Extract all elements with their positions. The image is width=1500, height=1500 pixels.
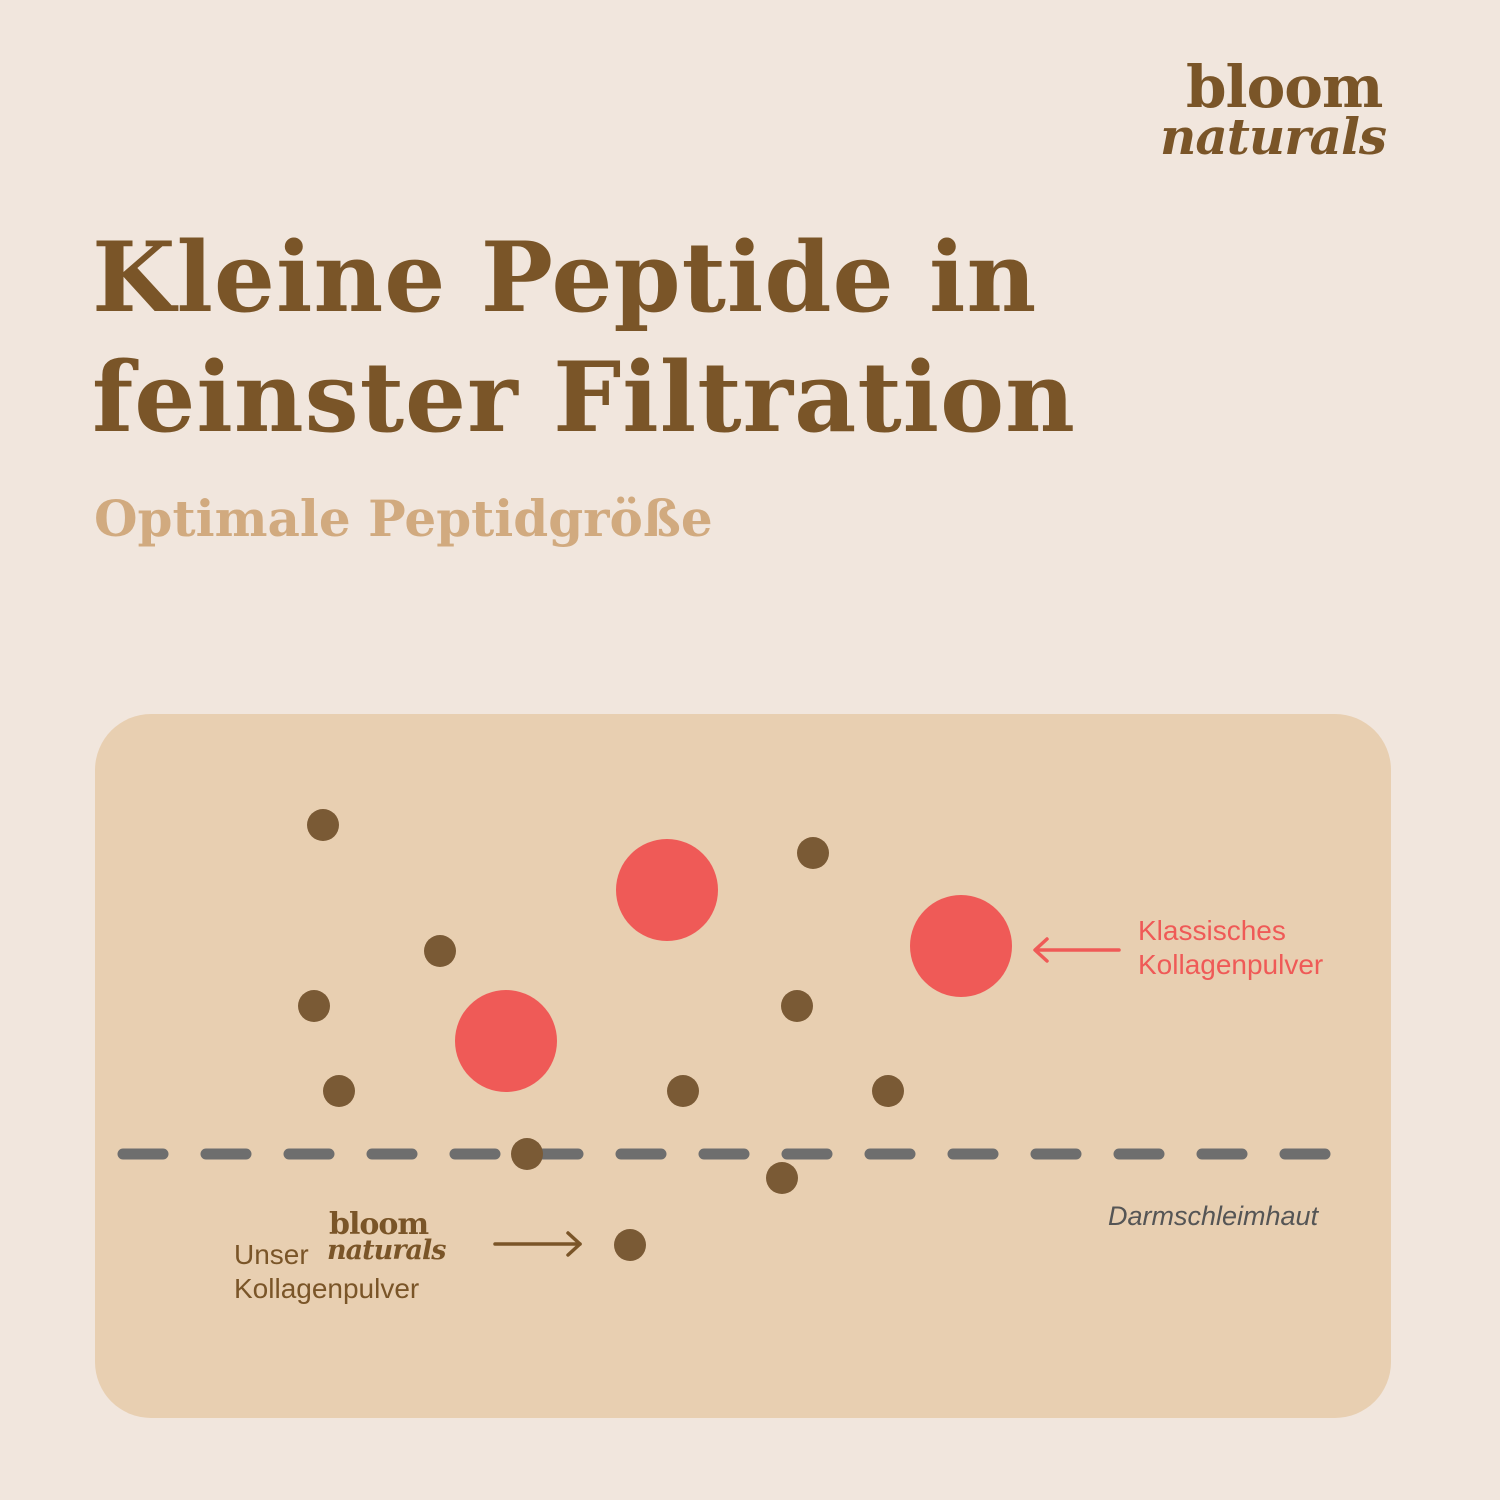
page-title-line2: feinster Filtration	[92, 341, 1076, 454]
brand-logo-line2: naturals	[1160, 107, 1387, 166]
label-classic-line2: Kollagenpulver	[1138, 949, 1324, 980]
label-ours-line1: Unser	[234, 1239, 309, 1270]
label-membrane: Darmschleimhaut	[1108, 1201, 1319, 1231]
small-peptide	[511, 1138, 543, 1170]
arrow-ours	[493, 1231, 582, 1257]
small-peptide	[614, 1229, 646, 1261]
large-peptide	[616, 839, 718, 941]
large-peptide	[455, 990, 557, 1092]
page-subtitle: Optimale Peptidgröße	[94, 489, 713, 548]
large-peptide	[910, 895, 1012, 997]
arrow-classic	[1033, 937, 1121, 963]
brand-logo-small: bloom naturals	[327, 1207, 467, 1266]
label-classic-line1: Klassisches	[1138, 915, 1286, 946]
label-our-collagen: Unser Kollagenpulver	[234, 1238, 419, 1306]
small-peptides	[298, 809, 904, 1261]
small-peptide	[797, 837, 829, 869]
small-peptide	[766, 1162, 798, 1194]
brand-logo: bloom naturals	[1160, 58, 1420, 162]
small-peptide	[298, 990, 330, 1022]
page-title: Kleine Peptide in feinster Filtration	[92, 218, 1192, 458]
small-peptide	[323, 1075, 355, 1107]
brand-logo-small-line2: naturals	[327, 1235, 446, 1266]
large-peptides	[455, 839, 1012, 1092]
small-peptide	[872, 1075, 904, 1107]
label-ours-line2: Kollagenpulver	[234, 1273, 420, 1304]
brand-logo-line1: bloom	[1186, 53, 1383, 121]
small-peptide	[307, 809, 339, 841]
small-peptide	[781, 990, 813, 1022]
label-classic-collagen: Klassisches Kollagenpulver	[1138, 914, 1323, 982]
small-peptide	[424, 935, 456, 967]
brand-logo-small-line1: bloom	[329, 1207, 429, 1242]
small-peptide	[667, 1075, 699, 1107]
page-title-line1: Kleine Peptide in	[92, 221, 1038, 334]
